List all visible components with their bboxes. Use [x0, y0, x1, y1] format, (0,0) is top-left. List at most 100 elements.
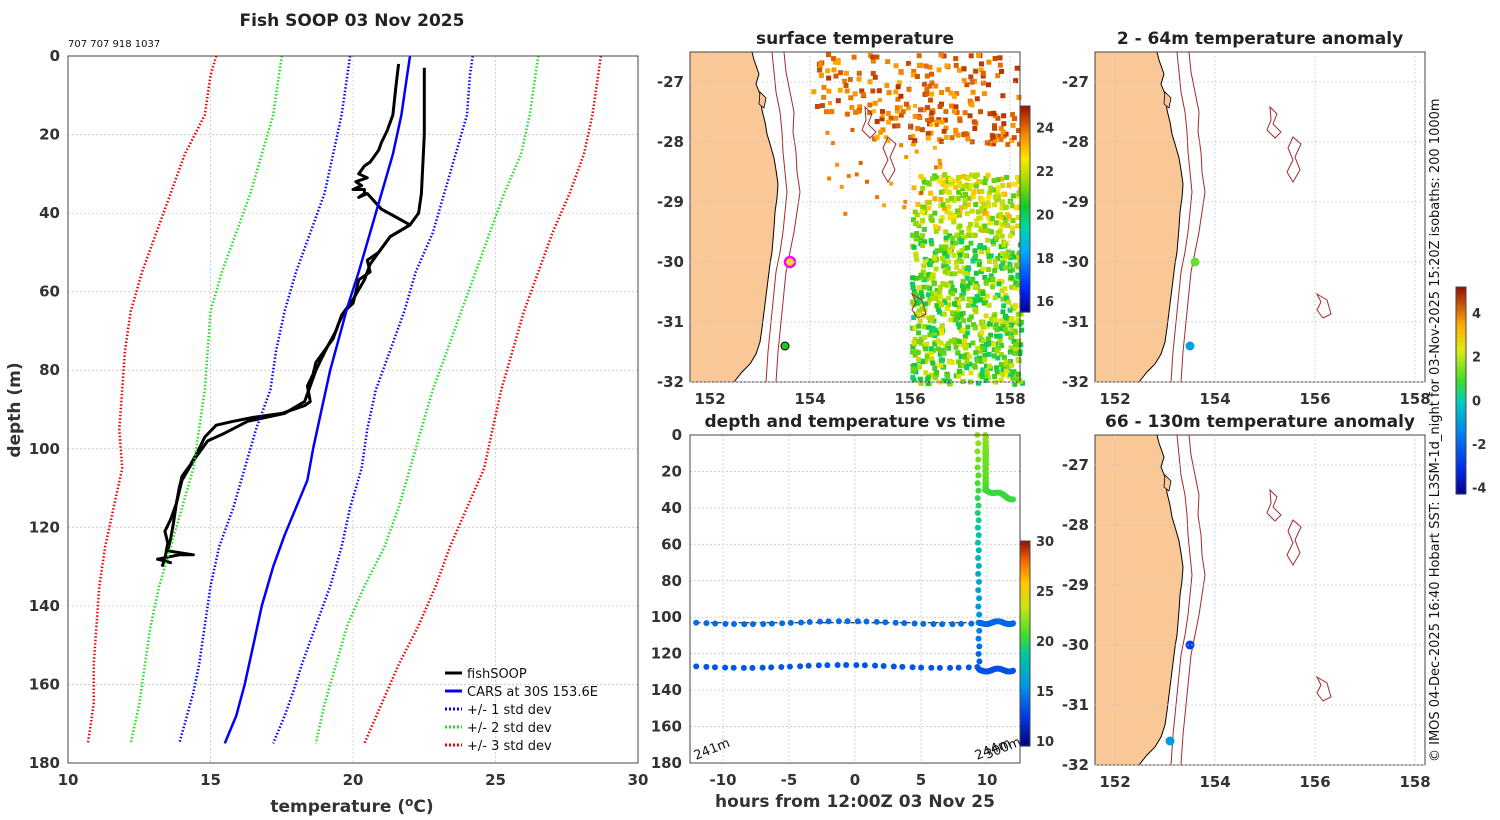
sst-cell	[921, 176, 927, 182]
isobath-1000m	[1180, 51, 1206, 383]
sst-cell	[817, 64, 823, 70]
sst-cell	[1003, 131, 1009, 137]
anom-lower-markers	[1165, 640, 1195, 746]
sst-cell	[960, 362, 966, 368]
colorbar-cell	[1456, 386, 1466, 390]
colorbar-cell	[1456, 299, 1466, 303]
colorbar-tick-label: 20	[1036, 635, 1054, 650]
sst-cell	[937, 351, 943, 357]
sst-cell	[915, 311, 921, 317]
sst-cell	[927, 83, 933, 89]
map-ytick-label: -30	[657, 253, 684, 271]
colorbar-tick-label: 30	[1036, 535, 1054, 550]
sst-cell	[870, 88, 876, 94]
sst-cell	[946, 204, 952, 210]
sst-cell	[989, 316, 995, 322]
sst-cell	[912, 352, 918, 358]
sst-cell	[964, 365, 970, 371]
profile-title: Fish SOOP 03 Nov 2025	[240, 11, 465, 31]
sst-cell	[843, 211, 848, 216]
colorbar-cell	[1020, 565, 1030, 569]
sst-cell	[928, 216, 934, 222]
sst-cell	[934, 248, 940, 254]
sst-cell	[816, 67, 822, 73]
colorbar-cell	[1020, 680, 1030, 684]
ts-sample-point	[863, 618, 870, 625]
colorbar-cell	[1456, 334, 1466, 338]
sst-cell	[986, 194, 992, 200]
ts-sample-point	[880, 663, 887, 670]
sst-cell	[953, 184, 959, 190]
sst-cell	[876, 88, 882, 94]
ts-sample-point	[975, 487, 982, 494]
colorbar-cell	[1456, 487, 1466, 491]
sst-cell	[924, 276, 930, 282]
sst-cell	[959, 229, 965, 235]
colorbar-cell	[1020, 661, 1030, 665]
sst-cell	[1004, 322, 1010, 328]
colorbar-cell	[1456, 313, 1466, 317]
sst-cell	[994, 197, 1000, 203]
ts-sample-point	[975, 456, 982, 463]
sst-cell	[963, 253, 969, 259]
sst-cell	[976, 215, 982, 221]
map-xtick-label: 152	[1099, 773, 1130, 791]
sst-cell	[995, 177, 1001, 183]
sst-cell	[964, 245, 970, 251]
sst-cell	[870, 70, 876, 76]
colorbar-cell	[1020, 641, 1030, 645]
colorbar-cell	[1456, 328, 1466, 332]
sst-cell	[1015, 174, 1021, 180]
ts-xtick-label: 10	[977, 771, 998, 789]
colorbar-cell	[1456, 330, 1466, 334]
sst-cell	[998, 227, 1004, 233]
sst-cell	[986, 253, 992, 259]
isobath-200m	[1170, 51, 1193, 383]
colorbar-cell	[1456, 347, 1466, 350]
colorbar-cell	[1020, 668, 1030, 671]
map-ytick-label: -27	[1062, 73, 1089, 91]
sst-cell	[949, 244, 955, 250]
map-ytick-label: -32	[1062, 373, 1089, 391]
colorbar-cell	[1020, 116, 1030, 119]
colorbar-cell	[1020, 616, 1030, 620]
sst-cell	[886, 119, 892, 125]
sst-cell	[956, 341, 962, 347]
sst-cell	[944, 179, 950, 185]
sst-cell	[821, 84, 827, 90]
sst-cell	[1009, 230, 1015, 236]
colorbar-cell	[1020, 192, 1030, 196]
sst-cell	[962, 354, 968, 360]
sst-cell	[1007, 268, 1013, 274]
ts-sample-point	[730, 664, 737, 671]
sst-cell	[917, 376, 923, 382]
sst-cell	[847, 76, 853, 82]
sst-cell	[935, 225, 941, 231]
sst-cell	[953, 317, 959, 323]
sst-cell	[1012, 328, 1018, 334]
sst-cell	[992, 295, 998, 301]
colorbar-cell	[1020, 270, 1030, 274]
sst-cell	[949, 235, 955, 241]
colorbar-cell	[1020, 631, 1030, 634]
sst-cell	[980, 70, 986, 76]
colorbar-cell	[1020, 180, 1030, 183]
ts-sample-point	[975, 562, 982, 569]
sst-cell	[864, 179, 869, 184]
sst-cell	[920, 358, 926, 364]
colorbar-cell	[1020, 637, 1030, 640]
colorbar-cell	[1020, 178, 1030, 181]
colorbar-cell	[1020, 645, 1030, 649]
sst-cell	[1008, 345, 1014, 351]
colorbar-frame	[1455, 286, 1467, 495]
sst-cell	[915, 201, 921, 207]
sst-cell	[825, 52, 831, 58]
ts-sample-point	[741, 621, 748, 628]
sst-cell	[928, 349, 934, 355]
sst-cell	[919, 190, 924, 195]
sst-cell	[934, 123, 939, 128]
seamount-contour	[1315, 675, 1332, 702]
ts-sample-point	[974, 464, 981, 471]
sst-cell	[964, 330, 970, 336]
series--1-std-dev	[177, 55, 352, 744]
